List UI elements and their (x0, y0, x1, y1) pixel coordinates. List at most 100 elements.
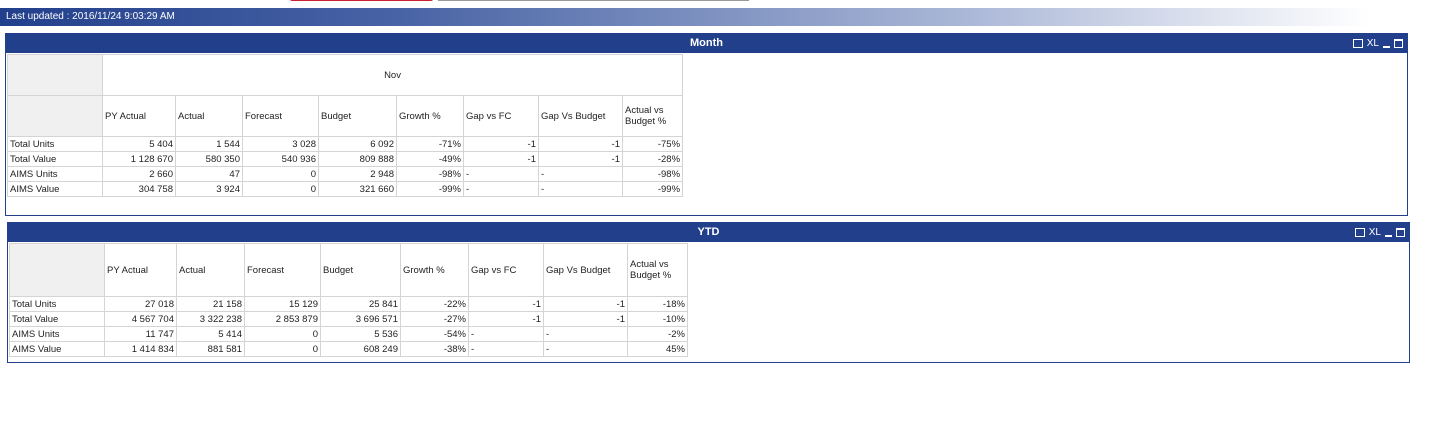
cell: 21 158 (176, 296, 245, 312)
row-label: Total Value (7, 151, 103, 167)
cell: 580 350 (175, 151, 243, 167)
print-icon[interactable] (1352, 39, 1363, 48)
cell: 1 544 (175, 136, 243, 152)
column-header: Budget (320, 243, 401, 297)
row-label: Total Units (9, 296, 105, 312)
cell: - (538, 166, 623, 182)
column-header: Forecast (244, 243, 321, 297)
row-label: Total Value (9, 311, 105, 327)
button[interactable] (290, 0, 433, 1)
cell: 25 841 (320, 296, 401, 312)
header-row: PY Actual Actual Forecast Budget Growth % Gap… (9, 243, 688, 297)
data-row: Total Value 1 128 670 580 350 540 936 809 88… (7, 151, 684, 167)
cell: 2 948 (318, 166, 397, 182)
cell: 15 129 (244, 296, 321, 312)
table-body: PY Actual Actual Forecast Budget Growth % Gap… (9, 243, 688, 357)
row-label: AIMS Units (9, 326, 105, 342)
cell: -75% (621, 136, 684, 152)
cell: -49% (396, 151, 464, 167)
cell: -1 (468, 296, 544, 312)
data-table: Nov PY Actual Actual Forecast Budget Growth %… (7, 54, 684, 197)
minimize-icon[interactable] (1385, 234, 1392, 237)
excel-button[interactable]: XL (1368, 227, 1381, 238)
excel-button[interactable]: XL (1366, 38, 1379, 49)
status-bar: Last updated : 2016/11/24 9:03:29 AM (0, 8, 1370, 26)
cell: -2% (627, 326, 688, 342)
panel-title-bar: YTD XL (8, 223, 1409, 242)
cell: -10% (627, 311, 688, 327)
cell: 0 (242, 181, 319, 197)
cell: - (463, 181, 539, 197)
cell: -1 (543, 296, 628, 312)
row-label: AIMS Units (7, 166, 103, 182)
cell: -54% (400, 326, 469, 342)
cell: 3 322 238 (176, 311, 245, 327)
cell: - (538, 181, 623, 197)
cell: 2 853 879 (244, 311, 321, 327)
column-header: Gap vs FC (468, 243, 544, 297)
cell: 1 414 834 (104, 341, 177, 357)
cell: -1 (538, 136, 623, 152)
cell: -22% (400, 296, 469, 312)
data-row: AIMS Units 11 747 5 414 0 5 536 -54% - - -2% (9, 326, 688, 342)
table-body: Nov PY Actual Actual Forecast Budget Growth %… (7, 54, 684, 197)
minimize-icon[interactable] (1383, 45, 1390, 48)
cell: -98% (621, 166, 684, 182)
panel-icons: XL (1352, 34, 1403, 53)
column-header: PY Actual (104, 243, 177, 297)
print-icon[interactable] (1354, 228, 1365, 237)
cell: 608 249 (320, 341, 401, 357)
cell: 881 581 (176, 341, 245, 357)
panel-icons: XL (1354, 223, 1405, 242)
data-row: Total Value 4 567 704 3 322 238 2 853 879 3 … (9, 311, 688, 327)
data-row: AIMS Units 2 660 47 0 2 948 -98% - - -98% (7, 166, 684, 182)
column-header: Gap vs FC (463, 95, 539, 137)
cell: 3 924 (175, 181, 243, 197)
cell: 5 536 (320, 326, 401, 342)
panel-title: YTD (697, 226, 720, 238)
cell: -1 (463, 136, 539, 152)
cell: 11 747 (104, 326, 177, 342)
cell: 3 028 (242, 136, 319, 152)
cell: - (468, 341, 544, 357)
cell: - (543, 341, 628, 357)
maximize-icon[interactable] (1394, 39, 1403, 48)
maximize-icon[interactable] (1396, 228, 1405, 237)
cell: -1 (538, 151, 623, 167)
cell: -1 (463, 151, 539, 167)
cell: 2 660 (102, 166, 176, 182)
cell: 304 758 (102, 181, 176, 197)
cell: 1 128 670 (102, 151, 176, 167)
column-header: Gap Vs Budget (543, 243, 628, 297)
corner-cell (7, 95, 103, 137)
column-header: Actual (175, 95, 243, 137)
column-header: PY Actual (102, 95, 176, 137)
cell: -38% (400, 341, 469, 357)
header-row: PY Actual Actual Forecast Budget Growth % Gap… (7, 95, 684, 137)
row-label: AIMS Value (9, 341, 105, 357)
data-row: AIMS Value 304 758 3 924 0 321 660 -99% - - -99% (7, 181, 684, 197)
column-header: Actual vs Budget % (621, 95, 684, 137)
cell: 321 660 (318, 181, 397, 197)
cell: -99% (621, 181, 684, 197)
column-header: Actual vs Budget % (627, 243, 688, 297)
group-header-row: Nov (7, 54, 684, 96)
cell: 0 (244, 326, 321, 342)
column-header: Budget (318, 95, 397, 137)
column-header: Growth % (396, 95, 464, 137)
cell: 5 404 (102, 136, 176, 152)
cell: -28% (621, 151, 684, 167)
cell: -98% (396, 166, 464, 182)
panel: Month XL Nov PY Actual Actual Forecast Budget G… (5, 33, 1408, 216)
column-header: Gap Vs Budget (538, 95, 623, 137)
column-header: Actual (176, 243, 245, 297)
last-updated: Last updated : 2016/11/24 9:03:29 AM (6, 11, 175, 22)
cell: 47 (175, 166, 243, 182)
column-header: Forecast (242, 95, 319, 137)
data-row: Total Units 5 404 1 544 3 028 6 092 -71% -1 -1-… (7, 136, 684, 152)
input-box[interactable] (438, 0, 749, 1)
cell: 45% (627, 341, 688, 357)
data-row: Total Units 27 018 21 158 15 129 25 841 -22% -… (9, 296, 688, 312)
cell: -1 (543, 311, 628, 327)
